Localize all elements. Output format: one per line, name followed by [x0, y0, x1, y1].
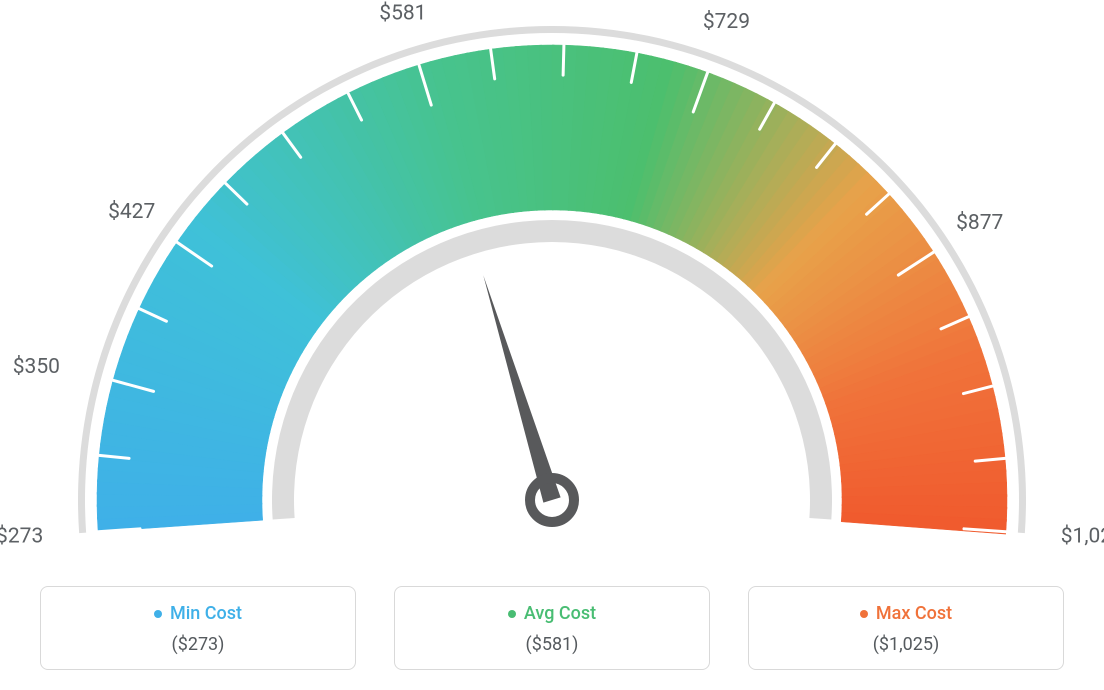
legend-value: ($581) [395, 634, 709, 655]
legend-title: Max Cost [860, 603, 952, 624]
gauge-tick-label: $350 [13, 355, 60, 379]
gauge-needle [483, 275, 560, 502]
legend-label: Max Cost [876, 603, 952, 624]
gauge-tick-label: $877 [956, 211, 1003, 235]
legend-value: ($1,025) [749, 634, 1063, 655]
legend-dot-icon [860, 610, 868, 618]
legend-dot-icon [154, 610, 162, 618]
legend-card-max: Max Cost ($1,025) [748, 586, 1064, 671]
gauge-tick-label: $729 [703, 10, 750, 34]
legend-title: Min Cost [154, 603, 242, 624]
gauge-tick-label: $427 [108, 200, 155, 224]
gauge-tick [563, 45, 564, 75]
legend-row: Min Cost ($273) Avg Cost ($581) Max Cost ($1,… [0, 586, 1104, 671]
cost-gauge: $273 $350 $427 $581 $729 $877 $1,025 [0, 0, 1104, 560]
gauge-tick-label: $1,025 [1061, 525, 1104, 549]
legend-card-min: Min Cost ($273) [40, 586, 356, 671]
legend-title: Avg Cost [508, 603, 596, 624]
gauge-tick-label: $581 [379, 1, 426, 25]
gauge-color-arc [97, 45, 1007, 534]
legend-dot-icon [508, 610, 516, 618]
gauge-tick-label: $273 [0, 525, 43, 549]
legend-value: ($273) [41, 634, 355, 655]
legend-card-avg: Avg Cost ($581) [394, 586, 710, 671]
legend-label: Min Cost [170, 603, 242, 624]
legend-label: Avg Cost [524, 603, 596, 624]
gauge-svg: $273 $350 $427 $581 $729 $877 $1,025 [0, 0, 1104, 560]
